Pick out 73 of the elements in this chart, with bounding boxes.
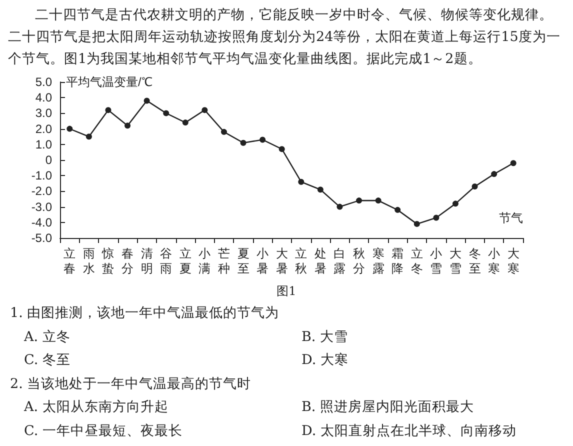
x-tick-label: 小满 xyxy=(198,246,211,276)
x-tick-label: 立春 xyxy=(64,246,76,276)
point xyxy=(394,206,401,213)
point xyxy=(182,120,188,126)
y-tick-label: 4.0 xyxy=(35,90,52,105)
x-tick-label: 立夏 xyxy=(179,246,192,276)
x-tick-label: 大雪 xyxy=(449,246,462,276)
y-tick-label: 1.0 xyxy=(35,137,52,152)
x-tick-label: 立秋 xyxy=(295,246,308,276)
x-tick-label: 处暑 xyxy=(314,246,326,276)
text: B. 照进房屋内阳光面积最大 xyxy=(300,398,476,417)
x-tick-label: 春分 xyxy=(122,246,134,276)
text: D. 太阳直射点在北半球、向南移动 xyxy=(300,422,518,440)
point xyxy=(298,178,304,185)
y-tick-label: 3.0 xyxy=(35,106,52,120)
x-tick-label: 大寒 xyxy=(507,246,520,276)
text: C. 一年中昼最短、夜最长 xyxy=(23,422,184,440)
point xyxy=(452,200,458,207)
point xyxy=(356,198,362,204)
point xyxy=(124,122,131,129)
x-tick-label: 清明 xyxy=(140,246,153,276)
point xyxy=(317,186,324,193)
point xyxy=(336,204,343,210)
x-tick-label: 寒露 xyxy=(372,246,384,276)
x-tick-label: 霜降 xyxy=(392,246,404,276)
text: 1. 由图推测，该地一年中气温最低的节气为 xyxy=(10,304,280,323)
x-tick-label: 雨水 xyxy=(82,246,95,276)
y-tick-label: 2.0 xyxy=(35,122,52,136)
x-tick-label: 芒种 xyxy=(218,246,230,276)
y-tick-label: -5.0 xyxy=(31,231,52,245)
point xyxy=(86,134,92,140)
text: D. 大寒 xyxy=(300,351,350,370)
y-tick-label: -2.0 xyxy=(31,184,52,198)
y-tick-label: -4.0 xyxy=(31,215,52,230)
text: 2. 当该地处于一年中气温最高的节气时 xyxy=(10,374,252,394)
x-tick-label: 小雪 xyxy=(430,246,442,276)
y-tick-label: -3.0 xyxy=(31,200,52,214)
text: B. 大雪 xyxy=(300,328,350,346)
point xyxy=(144,98,150,104)
point xyxy=(105,107,112,114)
x-tick-label: 立冬 xyxy=(410,246,423,276)
x-axis-title: 节气 xyxy=(499,211,523,225)
y-axis-title: 平均气温变量/℃ xyxy=(66,75,152,89)
point xyxy=(491,171,498,178)
point xyxy=(202,107,208,114)
caption: 图1 xyxy=(276,283,298,300)
point xyxy=(414,220,420,227)
text: A. 立冬 xyxy=(22,328,72,346)
point xyxy=(472,184,478,190)
point xyxy=(66,126,73,132)
x-tick-label: 秋分 xyxy=(353,246,366,276)
x-tick-label: 夏至 xyxy=(237,246,250,276)
point xyxy=(375,198,382,204)
x-tick-label: 谷雨 xyxy=(160,246,172,276)
point xyxy=(260,136,266,143)
point xyxy=(433,214,440,221)
x-tick-label: 白露 xyxy=(334,246,346,276)
x-tick-label: 惊蛰 xyxy=(101,246,114,276)
point xyxy=(278,146,285,152)
point xyxy=(510,160,516,166)
x-tick-label: 大暑 xyxy=(276,246,288,276)
x-tick-label: 小暑 xyxy=(256,246,269,276)
point xyxy=(240,140,246,146)
point xyxy=(220,128,227,135)
text: 二十四节气是古代农耕文明的产物，它能反映一岁中时令、气候、物候等变化规律。二十四节气是把太阳周年运动轨迹按照角度划分为24等份，太阳在黄道上每运行15度为一个节气。图1为我国某地相邻节气平均气温变化量曲线图。据此完成1～2题。 xyxy=(8,6,562,69)
point xyxy=(163,110,170,116)
y-tick-label: 5.0 xyxy=(35,75,52,89)
y-tick-label: -1.0 xyxy=(31,168,52,183)
y-tick-label: 0 xyxy=(45,153,52,167)
x-tick-label: 冬至 xyxy=(468,246,481,276)
text: A. 太阳从东南方向升起 xyxy=(22,398,170,417)
x-tick-label: 小寒 xyxy=(488,246,500,276)
text: C. 冬至 xyxy=(23,351,72,370)
